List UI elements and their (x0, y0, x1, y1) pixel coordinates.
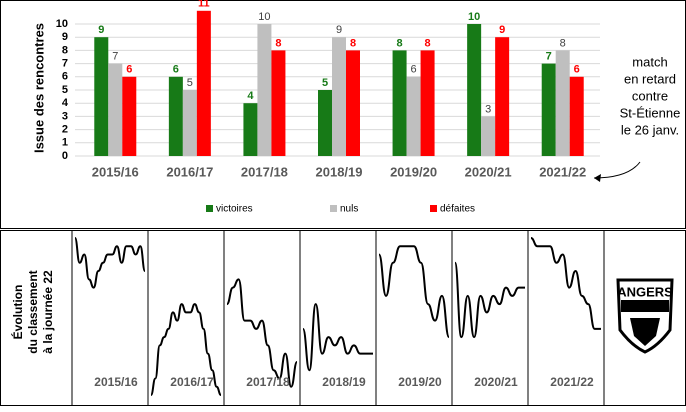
data-label: 10 (258, 11, 270, 23)
legend-label: défaites (440, 204, 475, 215)
season-label: 2019/20 (398, 375, 442, 389)
annotation: match (632, 54, 667, 69)
y-tick-label: 3 (62, 110, 68, 122)
season-label: 2021/22 (550, 375, 594, 389)
data-label: 9 (98, 24, 104, 36)
y-axis-label: à la journée 22 (41, 270, 55, 354)
bar (467, 24, 482, 156)
rank-line (226, 278, 298, 388)
y-axis-label: du classement (26, 270, 40, 353)
y-tick-label: 2 (62, 124, 68, 136)
bar (257, 24, 272, 156)
annotation: le 26 janv. (621, 122, 679, 137)
bar (541, 63, 556, 156)
bar (196, 10, 211, 156)
data-label: 9 (336, 24, 342, 36)
y-tick-label: 9 (62, 31, 68, 43)
rank-line (302, 303, 373, 372)
data-label: 4 (247, 90, 254, 102)
x-tick-label: 2019/20 (390, 164, 437, 179)
data-label: 8 (350, 37, 356, 49)
bar (122, 76, 137, 156)
data-label: 8 (275, 37, 281, 49)
rank-line (74, 237, 146, 289)
y-axis-label: Issue des rencontres (31, 23, 46, 153)
y-tick-label: 6 (62, 71, 68, 83)
data-label: 10 (468, 11, 480, 23)
data-label: 6 (574, 64, 580, 76)
y-tick-label: 5 (62, 84, 68, 96)
annotation: contre (632, 88, 668, 103)
bar (271, 50, 286, 156)
bar (555, 50, 570, 156)
y-tick-label: 10 (56, 18, 68, 30)
bar (495, 37, 510, 157)
bar (94, 37, 109, 157)
legend-label: victoires (216, 204, 253, 215)
y-tick-label: 1 (62, 137, 68, 149)
annotation-arrow (593, 161, 641, 179)
y-axis-label: Évolution (10, 285, 25, 340)
y-tick-label: 4 (62, 97, 69, 109)
y-tick-label: 8 (62, 44, 68, 56)
data-label: 8 (397, 37, 403, 49)
x-tick-label: 2020/21 (465, 164, 512, 179)
x-tick-label: 2015/16 (92, 164, 139, 179)
legend-swatch (430, 205, 437, 212)
annotation: St-Étienne (620, 105, 681, 120)
bar (108, 63, 123, 156)
bar (243, 103, 258, 156)
data-label: 7 (546, 51, 552, 63)
bar (406, 76, 421, 156)
bar (569, 76, 584, 156)
bar (182, 90, 197, 156)
bar (346, 50, 360, 156)
data-label: 5 (187, 77, 193, 89)
annotation: en retard (624, 71, 676, 86)
x-tick-label: 2016/17 (166, 164, 213, 179)
y-tick-label: 0 (62, 150, 68, 162)
data-label: 7 (112, 51, 118, 63)
data-label: 3 (485, 103, 491, 115)
data-label: 9 (499, 24, 505, 36)
logo-text: ANGERS (617, 284, 673, 299)
bar (168, 76, 183, 156)
data-label: 8 (560, 37, 566, 49)
rank-line (454, 261, 525, 339)
legend-label: nuls (340, 204, 358, 215)
x-tick-label: 2021/22 (539, 164, 586, 179)
season-label: 2018/19 (322, 375, 366, 389)
data-label: 6 (411, 64, 417, 76)
bar (332, 37, 346, 157)
data-label: 8 (425, 37, 431, 49)
legend-swatch (330, 205, 337, 212)
season-label: 2017/18 (246, 375, 290, 389)
season-label: 2015/16 (94, 375, 138, 389)
x-tick-label: 2018/19 (316, 164, 363, 179)
x-tick-label: 2017/18 (241, 164, 288, 179)
season-label: 2016/17 (170, 375, 214, 389)
y-tick-label: 7 (62, 58, 68, 70)
data-label: 6 (173, 64, 179, 76)
rank-line (150, 303, 222, 396)
legend-swatch (206, 205, 213, 212)
bar (420, 50, 435, 156)
rank-line (378, 245, 450, 339)
arrow-head (594, 174, 601, 182)
season-label: 2020/21 (474, 375, 518, 389)
data-label: 11 (198, 0, 210, 10)
rank-line (530, 237, 601, 330)
data-label: 5 (322, 77, 328, 89)
data-label: 6 (126, 64, 132, 76)
bar (318, 90, 332, 156)
bar (392, 50, 407, 156)
logo: ANGERS (616, 278, 674, 354)
bar (481, 116, 496, 156)
